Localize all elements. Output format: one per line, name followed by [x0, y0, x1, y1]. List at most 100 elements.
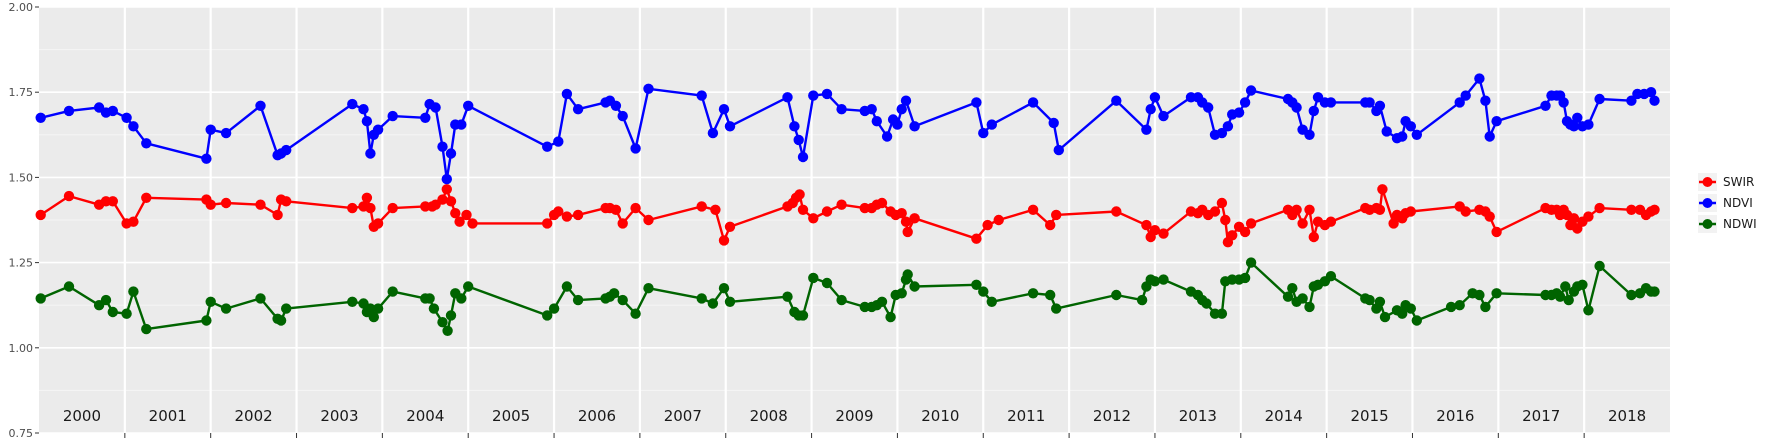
year-label: 2009 — [835, 407, 873, 425]
data-point — [1227, 230, 1237, 240]
data-point — [1485, 211, 1495, 221]
data-point — [1240, 227, 1250, 237]
year-label: 2010 — [921, 407, 959, 425]
data-point — [719, 235, 729, 245]
data-point — [1446, 302, 1456, 312]
data-point — [719, 104, 729, 114]
data-point — [1583, 211, 1593, 221]
data-point — [978, 286, 988, 296]
data-point — [255, 293, 265, 303]
data-point — [794, 189, 804, 199]
data-point — [872, 116, 882, 126]
data-point — [429, 303, 439, 313]
data-point — [836, 104, 846, 114]
year-label: 2018 — [1608, 407, 1646, 425]
data-point — [1380, 312, 1390, 322]
data-point — [1240, 97, 1250, 107]
data-point — [281, 145, 291, 155]
data-point — [725, 222, 735, 232]
data-point — [36, 210, 46, 220]
data-point — [1045, 290, 1055, 300]
data-point — [141, 324, 151, 334]
data-point — [877, 297, 887, 307]
data-point — [1223, 121, 1233, 131]
data-point — [141, 138, 151, 148]
year-label: 2011 — [1007, 407, 1045, 425]
data-point — [1297, 218, 1307, 228]
data-point — [347, 203, 357, 213]
year-label: 2007 — [664, 407, 702, 425]
data-point — [1158, 228, 1168, 238]
data-point — [1217, 198, 1227, 208]
data-point — [1485, 131, 1495, 141]
data-point — [1461, 206, 1471, 216]
data-point — [128, 286, 138, 296]
data-point — [1583, 119, 1593, 129]
data-point — [437, 142, 447, 152]
data-point — [573, 295, 583, 305]
data-point — [1461, 90, 1471, 100]
data-point — [903, 227, 913, 237]
legend-key-point — [1703, 219, 1713, 229]
data-point — [1240, 273, 1250, 283]
data-point — [885, 312, 895, 322]
data-point — [794, 135, 804, 145]
data-point — [982, 220, 992, 230]
data-point — [1146, 104, 1156, 114]
data-point — [618, 111, 628, 121]
data-point — [909, 121, 919, 131]
data-point — [128, 217, 138, 227]
data-point — [1406, 206, 1416, 216]
data-point — [1210, 206, 1220, 216]
data-point — [442, 174, 452, 184]
data-point — [562, 281, 572, 291]
data-point — [101, 295, 111, 305]
data-point — [1246, 257, 1256, 267]
data-point — [1455, 300, 1465, 310]
data-point — [725, 297, 735, 307]
data-point — [456, 293, 466, 303]
data-point — [994, 215, 1004, 225]
year-label: 2017 — [1522, 407, 1560, 425]
y-tick-label: 1.00 — [9, 342, 34, 355]
data-point — [1583, 305, 1593, 315]
data-point — [1491, 288, 1501, 298]
data-point — [1297, 293, 1307, 303]
data-point — [1051, 303, 1061, 313]
data-point — [978, 128, 988, 138]
data-point — [909, 281, 919, 291]
data-point — [1577, 280, 1587, 290]
data-point — [971, 97, 981, 107]
data-point — [1480, 96, 1490, 106]
y-tick-label: 0.75 — [9, 427, 34, 440]
data-point — [1649, 286, 1659, 296]
data-point — [877, 198, 887, 208]
data-point — [971, 234, 981, 244]
year-label: 2012 — [1093, 407, 1131, 425]
data-point — [442, 326, 452, 336]
data-point — [710, 205, 720, 215]
data-point — [206, 297, 216, 307]
data-point — [221, 303, 231, 313]
data-point — [221, 128, 231, 138]
data-point — [1201, 298, 1211, 308]
data-point — [1028, 97, 1038, 107]
data-point — [901, 96, 911, 106]
year-label: 2005 — [492, 407, 530, 425]
data-point — [609, 288, 619, 298]
data-point — [1137, 295, 1147, 305]
data-point — [446, 310, 456, 320]
data-point — [1028, 288, 1038, 298]
data-point — [867, 104, 877, 114]
year-label: 2003 — [320, 407, 358, 425]
data-point — [618, 218, 628, 228]
data-point — [36, 113, 46, 123]
data-point — [1491, 116, 1501, 126]
data-point — [897, 288, 907, 298]
y-tick-label: 1.25 — [9, 257, 34, 270]
data-point — [549, 303, 559, 313]
data-point — [1375, 101, 1385, 111]
y-axis: 0.751.001.251.501.752.00 — [9, 1, 40, 440]
legend-label: NDWI — [1723, 217, 1757, 231]
data-point — [1158, 274, 1168, 284]
